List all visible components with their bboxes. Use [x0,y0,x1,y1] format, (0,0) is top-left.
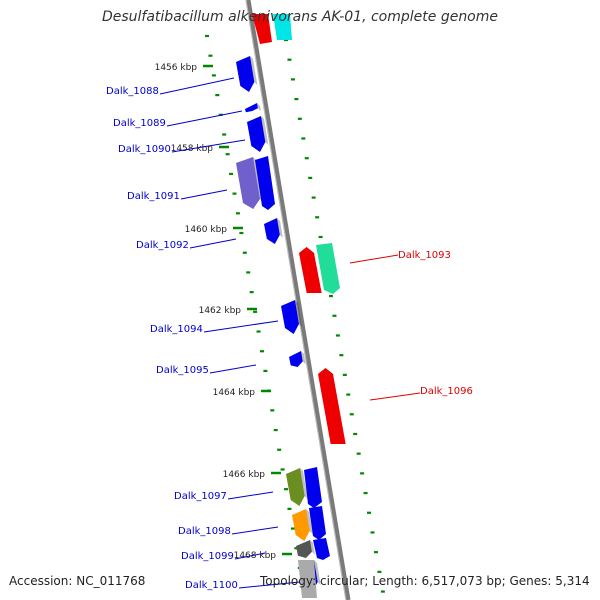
kbp-tick-label: 1464 kbp [213,388,256,398]
gene-arrow [281,300,299,334]
kbp-tick-label: 1466 kbp [223,470,266,480]
gene-label: Dalk_1094 [150,324,203,335]
partial-gene-arrow [252,14,272,44]
gene-arrow [289,351,303,367]
gene-arrow [247,116,266,152]
gene-arrow [264,218,280,244]
gene-label-leader [238,581,301,589]
gene-arrow-shade [310,540,315,555]
gene-arrow-shade [325,368,336,377]
gene-label-leader [369,392,421,401]
gene-arrow-shade [277,218,283,238]
gene-arrow [236,157,260,209]
genome-summary-text: Topology: circular; Length: 6,517,073 bp… [260,574,590,588]
accession-text: Accession: NC_011768 [9,574,146,588]
gene-label-leader [180,189,228,200]
gene-label-leader [234,552,266,560]
kbp-tick-label: 1460 kbp [185,225,228,235]
gene-arrow-shade [306,509,313,534]
gene-arrow [316,243,340,294]
gene-arrow-shade [306,247,317,256]
gene-arrow [255,156,275,210]
gene-label: Dalk_1093 [398,250,451,261]
gene-label-leader [171,139,246,153]
gene-label-leader [349,254,399,264]
gene-label: Dalk_1096 [420,386,473,397]
gene-arrow-shade [314,560,321,585]
gene-arrow-shade [301,351,306,365]
gene-arrow [298,560,317,598]
kbp-tick-label: 1468 kbp [234,551,277,561]
kbp-tick-label: 1462 kbp [199,306,242,316]
gene-arrow [304,467,322,508]
genome-axis-line [245,0,351,600]
gene-arrow-shade [250,56,258,85]
kbp-tick-label: 1456 kbp [155,63,198,73]
gene-arrow [318,368,346,444]
gene-arrow [313,538,330,560]
gene-label: Dalk_1095 [156,365,209,376]
gene-arrow-shade [257,103,261,112]
gene-arrow [309,506,326,540]
gene-arrow-shade [295,300,302,327]
gene-label-leader [227,491,274,500]
gene-arrow [245,103,258,113]
genome-title: Desulfatibacillum alkenivorans AK-01, co… [101,9,499,25]
gene-arrow-shade [300,468,308,499]
gene-arrow-shade [261,116,269,145]
gene-label-leader [159,77,235,95]
gene-arrow [296,540,312,558]
gene-arrow [299,247,322,293]
gene-label: Dalk_1092 [136,240,189,251]
gene-label: Dalk_1099 [181,551,234,562]
gene-arrow [286,468,305,506]
gene-label: Dalk_1089 [113,118,166,129]
gene-label-leader [203,320,279,333]
gene-label: Dalk_1100 [185,580,238,591]
gene-label-leader [231,526,279,535]
genome-axis-highlight [245,0,347,600]
gene-arrow [292,509,310,541]
gene-label-leader [166,110,243,127]
gene-label: Dalk_1098 [178,526,231,537]
gene-label: Dalk_1088 [106,86,159,97]
gene-label: Dalk_1097 [174,491,227,502]
partial-gene-arrow [273,14,292,40]
gene-label: Dalk_1090 [118,144,171,155]
gene-label-leader [189,238,237,249]
gene-arrow [236,56,255,92]
gene-label-leader [209,364,257,374]
gene-label: Dalk_1091 [127,191,180,202]
